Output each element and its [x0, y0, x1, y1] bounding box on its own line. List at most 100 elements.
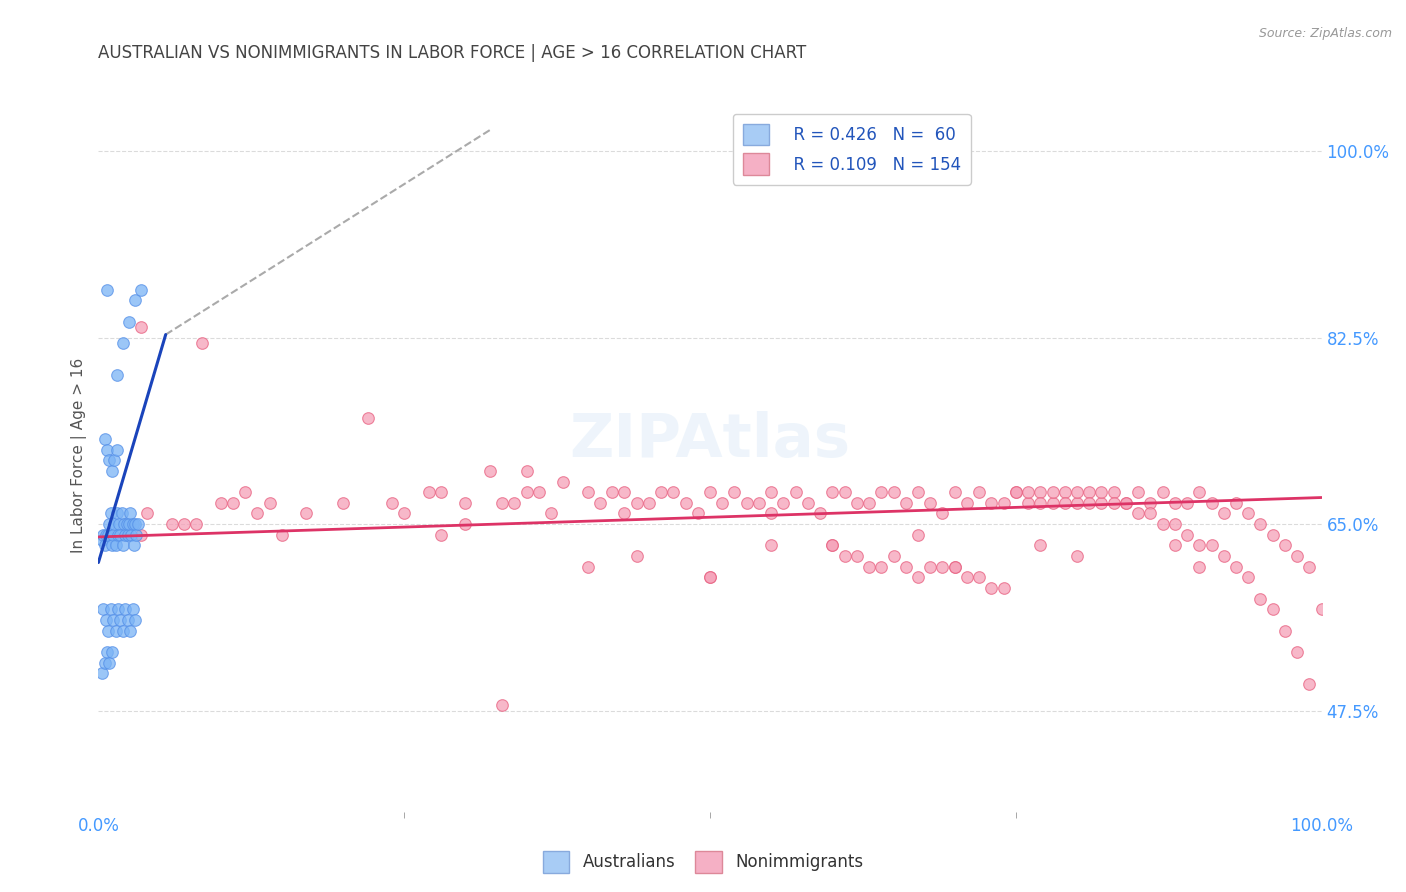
Point — [821, 538, 844, 552]
Point — [920, 559, 942, 574]
Point — [1164, 538, 1187, 552]
Point — [821, 485, 844, 500]
Point — [478, 464, 501, 478]
Point — [1017, 496, 1039, 510]
Point — [124, 517, 146, 532]
Point — [993, 496, 1015, 510]
Point — [907, 485, 929, 500]
Text: ZIPAtlas: ZIPAtlas — [569, 411, 851, 470]
Point — [101, 613, 124, 627]
Point — [93, 432, 115, 446]
Point — [1078, 485, 1101, 500]
Point — [1053, 485, 1076, 500]
Point — [967, 570, 990, 584]
Point — [1102, 496, 1125, 510]
Point — [114, 602, 136, 616]
Point — [943, 559, 966, 574]
Point — [1066, 496, 1088, 510]
Point — [1249, 591, 1271, 606]
Point — [589, 496, 612, 510]
Point — [1053, 496, 1076, 510]
Point — [111, 624, 134, 638]
Point — [1274, 538, 1296, 552]
Point — [392, 507, 416, 521]
Point — [1017, 485, 1039, 500]
Point — [894, 496, 917, 510]
Point — [761, 507, 783, 521]
Point — [491, 496, 513, 510]
Point — [91, 528, 114, 542]
Point — [1152, 485, 1174, 500]
Point — [1066, 549, 1088, 563]
Point — [711, 496, 734, 510]
Point — [797, 496, 820, 510]
Y-axis label: In Labor Force | Age > 16: In Labor Force | Age > 16 — [72, 358, 87, 552]
Point — [637, 496, 661, 510]
Point — [107, 602, 129, 616]
Point — [120, 507, 142, 521]
Point — [1090, 496, 1112, 510]
Point — [120, 528, 142, 542]
Point — [246, 507, 269, 521]
Point — [1225, 559, 1247, 574]
Point — [785, 485, 807, 500]
Point — [356, 410, 378, 425]
Point — [1212, 549, 1234, 563]
Point — [100, 602, 122, 616]
Point — [121, 517, 143, 532]
Point — [870, 559, 893, 574]
Point — [129, 283, 152, 297]
Point — [1261, 602, 1284, 616]
Point — [454, 517, 477, 532]
Point — [111, 538, 134, 552]
Point — [127, 517, 149, 532]
Point — [1261, 528, 1284, 542]
Point — [430, 485, 453, 500]
Point — [129, 528, 152, 542]
Point — [105, 507, 128, 521]
Point — [101, 464, 124, 478]
Point — [93, 656, 115, 670]
Point — [118, 517, 141, 532]
Point — [332, 496, 354, 510]
Point — [1175, 528, 1198, 542]
Point — [94, 613, 117, 627]
Point — [907, 570, 929, 584]
Point — [748, 496, 770, 510]
Point — [117, 528, 139, 542]
Point — [91, 666, 114, 681]
Point — [112, 517, 135, 532]
Point — [808, 507, 831, 521]
Legend:   R = 0.426   N =  60,   R = 0.109   N = 154: R = 0.426 N = 60, R = 0.109 N = 154 — [733, 113, 970, 185]
Point — [124, 293, 146, 308]
Text: AUSTRALIAN VS NONIMMIGRANTS IN LABOR FORCE | AGE > 16 CORRELATION CHART: AUSTRALIAN VS NONIMMIGRANTS IN LABOR FOR… — [98, 45, 807, 62]
Point — [115, 517, 138, 532]
Point — [110, 613, 132, 627]
Point — [858, 559, 880, 574]
Point — [980, 496, 1002, 510]
Point — [110, 528, 132, 542]
Point — [553, 475, 575, 489]
Point — [1175, 496, 1198, 510]
Point — [821, 538, 844, 552]
Point — [209, 496, 232, 510]
Point — [883, 549, 905, 563]
Point — [1188, 485, 1211, 500]
Point — [97, 624, 120, 638]
Point — [576, 559, 599, 574]
Point — [100, 507, 122, 521]
Point — [259, 496, 281, 510]
Point — [1029, 485, 1052, 500]
Point — [129, 320, 152, 334]
Point — [907, 528, 929, 542]
Point — [122, 538, 145, 552]
Point — [1298, 559, 1320, 574]
Point — [761, 485, 783, 500]
Point — [111, 507, 134, 521]
Point — [613, 507, 636, 521]
Point — [222, 496, 245, 510]
Point — [108, 517, 131, 532]
Point — [125, 528, 148, 542]
Point — [105, 442, 128, 457]
Point — [191, 336, 214, 351]
